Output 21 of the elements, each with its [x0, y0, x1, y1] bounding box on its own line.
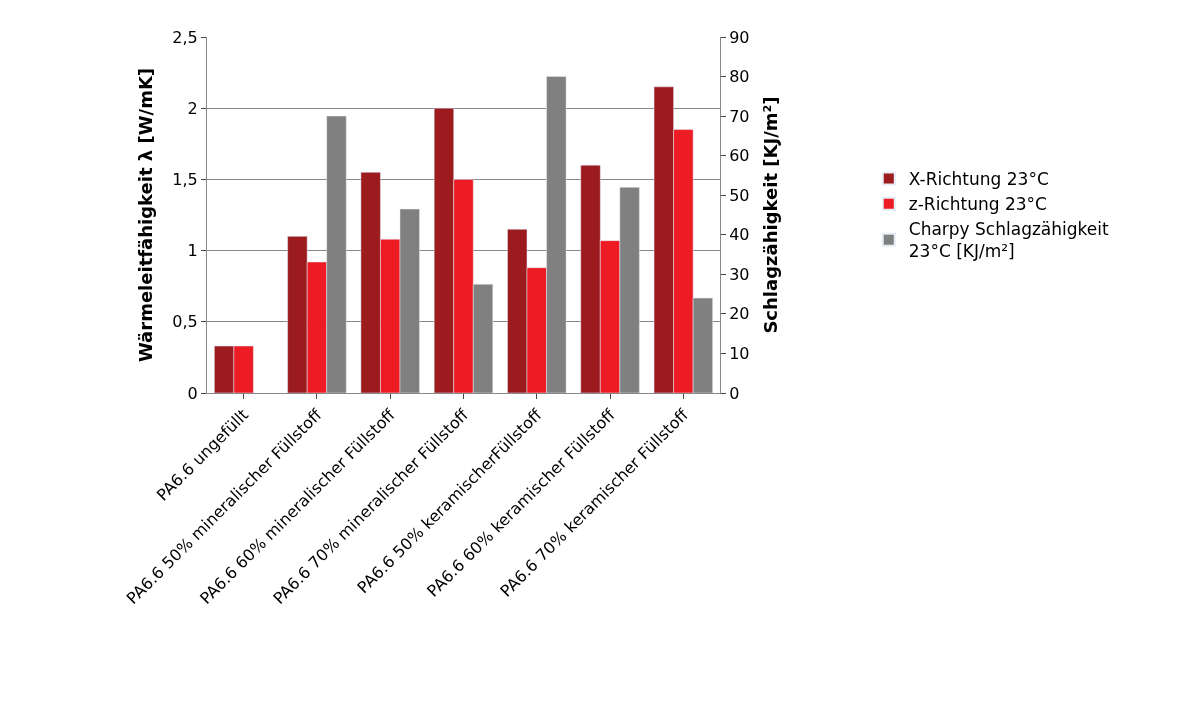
y2-tick-label: 60 — [729, 146, 750, 166]
y2-tick-label: 40 — [729, 225, 750, 245]
y-tick-label: 1,5 — [172, 170, 198, 189]
y-tick-label: 2 — [187, 98, 198, 118]
y2-axis-title: Schlagzähigkeit [KJ/m²] — [759, 96, 781, 334]
y2-tick-label: 80 — [729, 67, 750, 87]
y-tick-label: 1 — [187, 241, 198, 261]
y-tick-label: 0 — [187, 383, 198, 403]
legend-label: X-Richtung 23°C — [908, 169, 1049, 190]
y-axis-title: Wärmeleitfähigkeit λ [W/mK] — [134, 67, 156, 363]
y2-tick-label: 20 — [729, 304, 750, 324]
y2-tick-label: 0 — [729, 383, 740, 403]
y2-tick-label: 70 — [729, 106, 750, 126]
y2-tick-label: 50 — [729, 185, 750, 205]
y-tick-label: 0,5 — [172, 312, 198, 332]
y2-tick-label: 30 — [729, 264, 750, 284]
y-tick-label: 2,5 — [172, 27, 198, 47]
legend-label: Charpy Schlagzähigkeit 23°C [KJ/m²] — [908, 219, 1109, 262]
y2-tick-label: 10 — [729, 344, 750, 364]
y2-tick-label: 90 — [729, 27, 750, 47]
legend-label: z-Richtung 23°C — [908, 194, 1047, 215]
